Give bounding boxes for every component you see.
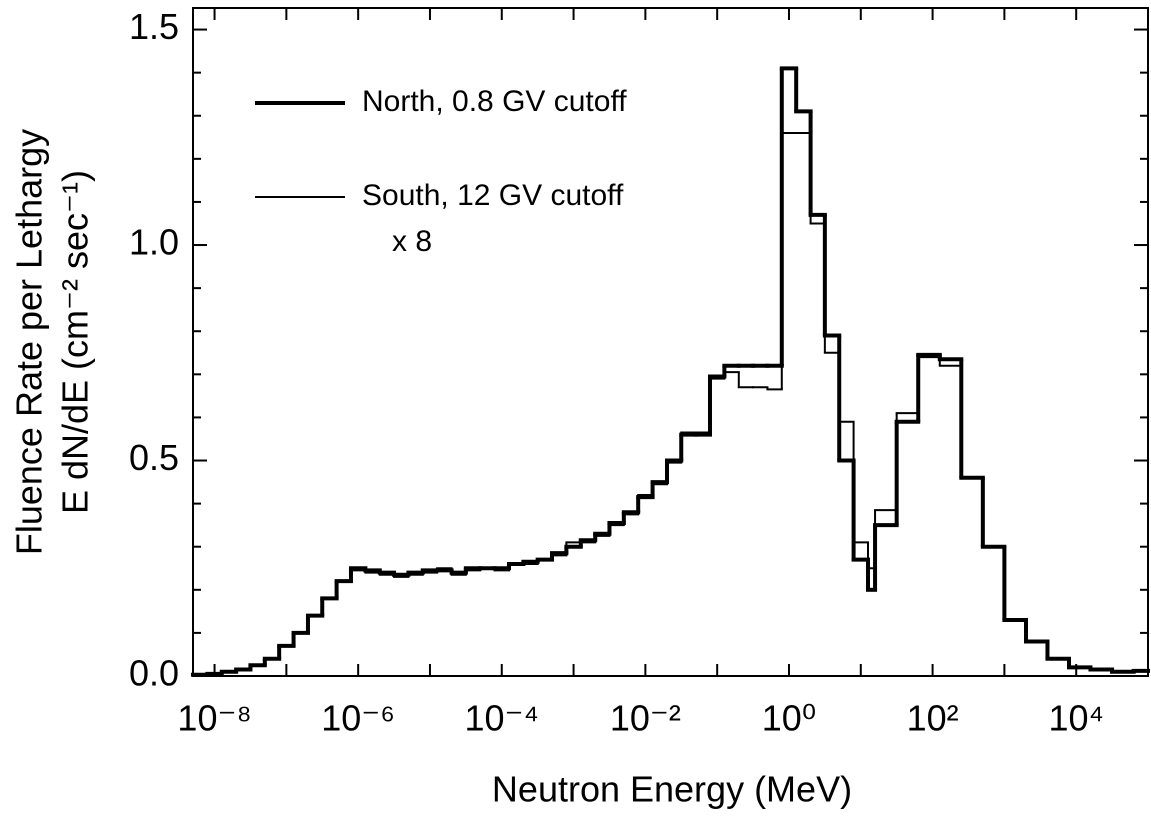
x-tick-label: 10⁻⁸	[177, 698, 251, 739]
y-axis-title: E dN/dE (cm⁻² sec⁻¹)	[55, 170, 96, 514]
x-tick-label: 10⁻²	[610, 698, 681, 739]
y-tick-label: 0.5	[129, 437, 179, 478]
annotation: x 8	[392, 225, 432, 258]
y-axis-title: Fluence Rate per Lethargy	[9, 129, 50, 555]
plot-frame	[192, 7, 1149, 677]
x-tick-label: 10⁻⁴	[465, 698, 540, 739]
legend-label: North, 0.8 GV cutoff	[362, 85, 627, 118]
x-axis-title: Neutron Energy (MeV)	[492, 769, 852, 810]
x-tick-label: 10⁴	[1048, 698, 1104, 739]
x-tick-label: 10⁰	[762, 698, 816, 739]
legend-label: South, 12 GV cutoff	[362, 179, 624, 212]
y-tick-label: 0.0	[129, 653, 179, 694]
x-tick-label: 10²	[907, 698, 959, 739]
y-tick-label: 1.5	[129, 6, 179, 47]
y-tick-label: 1.0	[129, 222, 179, 263]
x-tick-label: 10⁻⁶	[321, 698, 395, 739]
